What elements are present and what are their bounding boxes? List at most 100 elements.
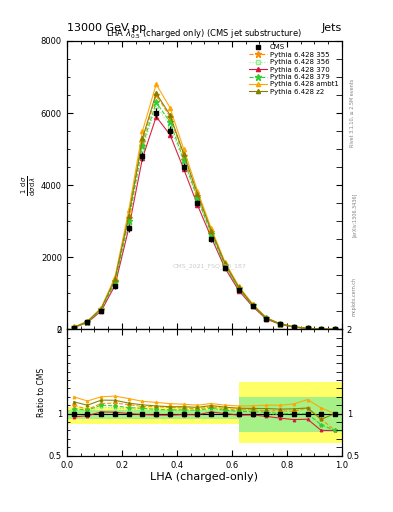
Pythia 6.428 ambt1	[319, 326, 324, 332]
Pythia 6.428 355	[72, 325, 76, 331]
Pythia 6.428 370	[99, 308, 104, 314]
Pythia 6.428 370	[85, 319, 90, 326]
Pythia 6.428 355	[237, 285, 241, 291]
Line: Pythia 6.428 356: Pythia 6.428 356	[72, 104, 337, 331]
Pythia 6.428 z2	[140, 135, 145, 141]
Pythia 6.428 370	[222, 265, 227, 271]
Pythia 6.428 ambt1	[99, 305, 104, 311]
Pythia 6.428 z2	[250, 302, 255, 308]
Pythia 6.428 356	[222, 263, 227, 269]
Pythia 6.428 379	[250, 303, 255, 309]
Text: [arXiv:1306.3436]: [arXiv:1306.3436]	[352, 193, 357, 237]
Pythia 6.428 ambt1	[250, 301, 255, 307]
Pythia 6.428 355	[264, 315, 269, 322]
Pythia 6.428 356	[292, 324, 296, 330]
Pythia 6.428 ambt1	[182, 146, 186, 152]
Pythia 6.428 z2	[72, 324, 76, 330]
Text: Jets: Jets	[321, 23, 342, 33]
Pythia 6.428 370	[140, 155, 145, 161]
Line: Pythia 6.428 ambt1: Pythia 6.428 ambt1	[72, 82, 337, 331]
Pythia 6.428 379	[319, 326, 324, 332]
Pythia 6.428 356	[264, 315, 269, 322]
Pythia 6.428 z2	[85, 318, 90, 325]
Pythia 6.428 ambt1	[333, 326, 338, 332]
Pythia 6.428 z2	[182, 151, 186, 157]
Line: Pythia 6.428 355: Pythia 6.428 355	[70, 92, 338, 333]
Pythia 6.428 355	[182, 153, 186, 159]
Pythia 6.428 379	[305, 325, 310, 331]
Legend: CMS, Pythia 6.428 355, Pythia 6.428 356, Pythia 6.428 370, Pythia 6.428 379, Pyt: CMS, Pythia 6.428 355, Pythia 6.428 356,…	[248, 43, 340, 96]
Pythia 6.428 379	[99, 307, 104, 313]
X-axis label: LHA (charged-only): LHA (charged-only)	[151, 472, 258, 482]
Pythia 6.428 355	[85, 319, 90, 325]
Pythia 6.428 356	[195, 197, 200, 203]
Pythia 6.428 355	[195, 193, 200, 199]
Pythia 6.428 379	[278, 321, 283, 327]
Pythia 6.428 355	[113, 278, 118, 284]
Pythia 6.428 z2	[127, 213, 131, 219]
Pythia 6.428 z2	[305, 325, 310, 331]
Pythia 6.428 355	[99, 306, 104, 312]
Text: Rivet 3.1.10, ≥ 2.5M events: Rivet 3.1.10, ≥ 2.5M events	[350, 78, 355, 147]
Pythia 6.428 355	[292, 324, 296, 330]
Pythia 6.428 356	[182, 160, 186, 166]
Pythia 6.428 356	[278, 321, 283, 327]
Pythia 6.428 379	[264, 315, 269, 322]
Pythia 6.428 379	[237, 286, 241, 292]
Pythia 6.428 356	[113, 280, 118, 286]
Pythia 6.428 370	[127, 225, 131, 231]
Pythia 6.428 370	[292, 324, 296, 330]
Pythia 6.428 370	[305, 326, 310, 332]
Pythia 6.428 z2	[168, 112, 173, 118]
Pythia 6.428 356	[319, 326, 324, 332]
Pythia 6.428 z2	[154, 90, 159, 96]
Pythia 6.428 370	[168, 132, 173, 138]
Pythia 6.428 370	[319, 326, 324, 332]
Pythia 6.428 z2	[264, 315, 269, 321]
Pythia 6.428 356	[85, 319, 90, 325]
Pythia 6.428 355	[319, 326, 324, 332]
Pythia 6.428 ambt1	[140, 128, 145, 134]
Pythia 6.428 379	[168, 119, 173, 125]
Pythia 6.428 356	[72, 325, 76, 331]
Pythia 6.428 ambt1	[222, 259, 227, 265]
Pythia 6.428 z2	[99, 306, 104, 312]
Pythia 6.428 379	[127, 218, 131, 224]
Pythia 6.428 379	[292, 324, 296, 330]
Pythia 6.428 370	[264, 316, 269, 322]
Pythia 6.428 379	[209, 230, 214, 237]
Pythia 6.428 ambt1	[209, 225, 214, 231]
Pythia 6.428 370	[250, 303, 255, 309]
Pythia 6.428 355	[333, 326, 338, 332]
Pythia 6.428 355	[209, 229, 214, 235]
Pythia 6.428 355	[278, 321, 283, 327]
Pythia 6.428 355	[168, 114, 173, 120]
Pythia 6.428 356	[140, 146, 145, 152]
Pythia 6.428 379	[333, 326, 338, 332]
Pythia 6.428 370	[182, 166, 186, 172]
Text: mcplots.cern.ch: mcplots.cern.ch	[352, 278, 357, 316]
Text: CMS_2021_FSQ_20_187: CMS_2021_FSQ_20_187	[173, 263, 247, 269]
Pythia 6.428 z2	[209, 227, 214, 233]
Text: 13000 GeV pp: 13000 GeV pp	[67, 23, 146, 33]
Pythia 6.428 355	[222, 262, 227, 268]
Pythia 6.428 356	[237, 286, 241, 292]
Pythia 6.428 z2	[222, 261, 227, 267]
Pythia 6.428 379	[222, 263, 227, 269]
Pythia 6.428 ambt1	[292, 324, 296, 330]
Pythia 6.428 370	[72, 325, 76, 331]
Pythia 6.428 355	[127, 215, 131, 221]
Line: Pythia 6.428 z2: Pythia 6.428 z2	[72, 91, 337, 331]
Pythia 6.428 370	[237, 287, 241, 293]
Pythia 6.428 370	[278, 321, 283, 327]
Pythia 6.428 z2	[278, 321, 283, 327]
Pythia 6.428 370	[333, 326, 338, 332]
Pythia 6.428 379	[195, 195, 200, 201]
Pythia 6.428 z2	[292, 324, 296, 330]
Pythia 6.428 356	[168, 123, 173, 129]
Pythia 6.428 z2	[319, 326, 324, 332]
Pythia 6.428 ambt1	[72, 324, 76, 330]
Line: Pythia 6.428 370: Pythia 6.428 370	[72, 115, 337, 331]
Pythia 6.428 ambt1	[113, 274, 118, 280]
Pythia 6.428 356	[154, 103, 159, 109]
